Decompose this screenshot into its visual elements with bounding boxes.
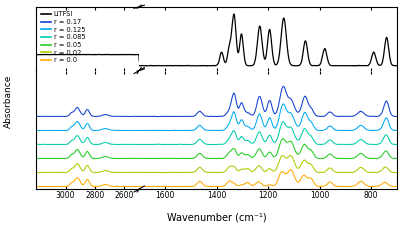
Legend: LiTFSI, r = 0.17, r = 0.125, r = 0.085, r = 0.05, r = 0.02, r = 0.0: LiTFSI, r = 0.17, r = 0.125, r = 0.085, … bbox=[41, 11, 86, 64]
Text: Absorbance: Absorbance bbox=[4, 74, 13, 128]
Text: Wavenumber (cm⁻¹): Wavenumber (cm⁻¹) bbox=[167, 213, 266, 223]
